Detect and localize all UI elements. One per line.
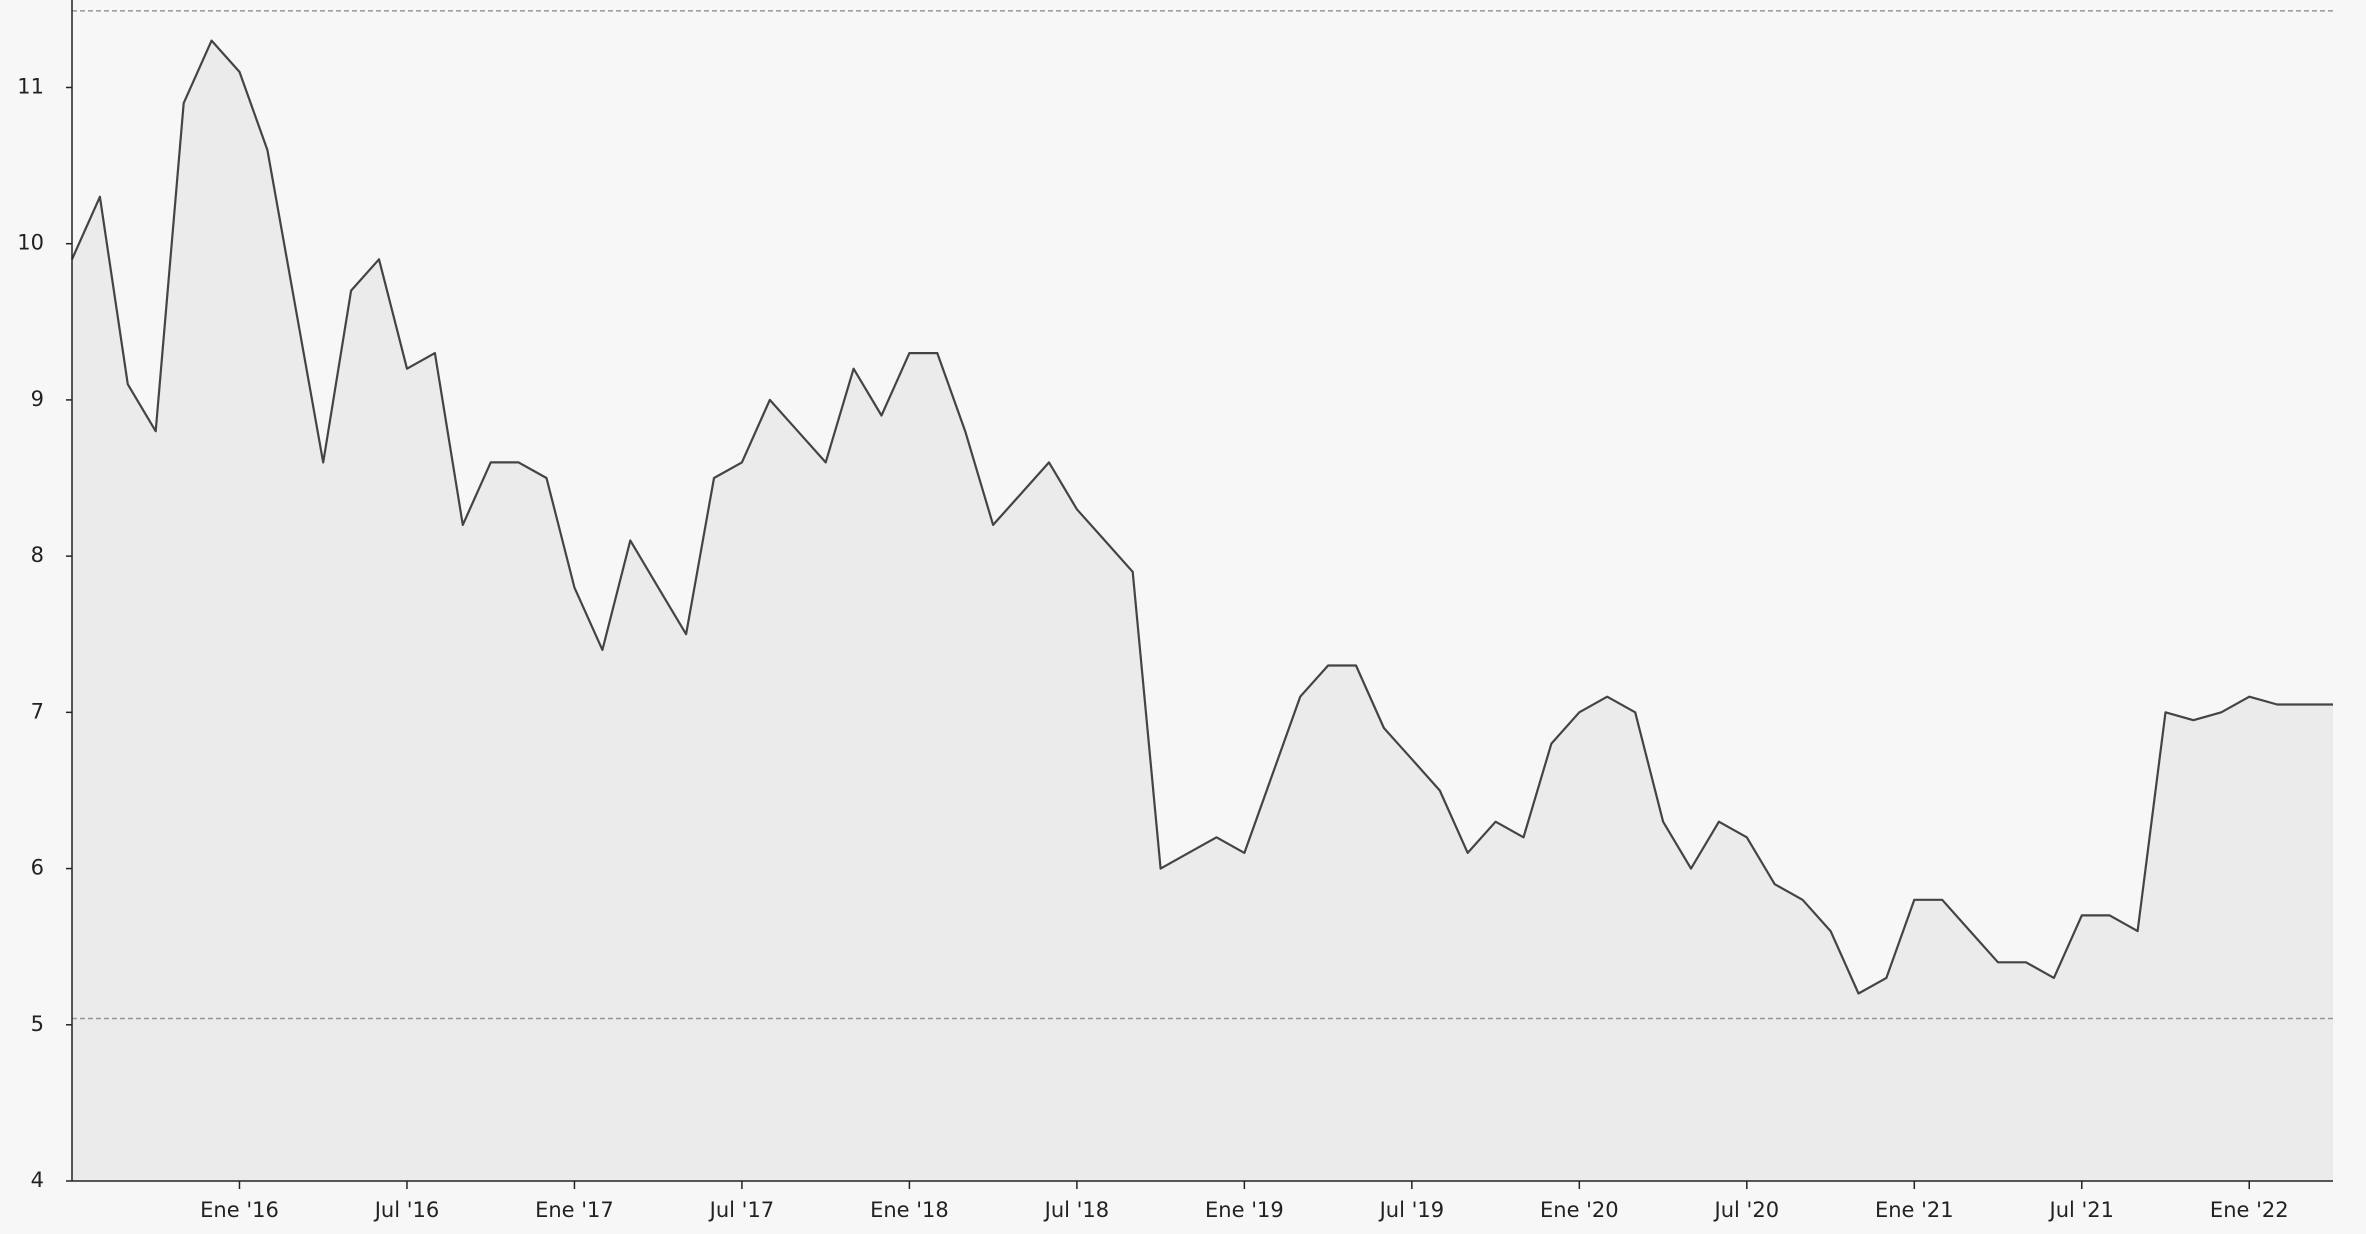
x-tick-label: Ene '18 [870, 1198, 949, 1222]
x-tick-label: Jul '18 [1043, 1198, 1110, 1222]
x-tick-label: Jul '19 [1378, 1198, 1445, 1222]
price-line [70, 39, 2333, 995]
y-tick-label: 5 [31, 1012, 44, 1036]
x-tick-label: Jul '16 [373, 1198, 440, 1222]
x-tick-label: Jul '21 [2048, 1198, 2115, 1222]
y-tick-label: 8 [31, 543, 44, 567]
area [72, 40, 2333, 1182]
y-tick-label: 7 [31, 699, 44, 723]
x-tick-label: Ene '20 [1540, 1198, 1619, 1222]
y-tick-label: 9 [31, 387, 44, 411]
x-tick-label: Ene '21 [1875, 1198, 1954, 1222]
y-tick-label: 6 [31, 856, 44, 880]
x-tick-label: Ene '16 [200, 1198, 279, 1222]
y-tick-label: 4 [31, 1168, 44, 1192]
x-tick-label: Ene '22 [2210, 1198, 2289, 1222]
x-tick-label: Jul '17 [708, 1198, 775, 1222]
x-tick-label: Jul '20 [1713, 1198, 1780, 1222]
y-tick-label: 10 [17, 231, 44, 255]
x-tick-label: Ene '19 [1205, 1198, 1284, 1222]
x-tick-label: Ene '17 [535, 1198, 614, 1222]
y-tick-label: 11 [17, 74, 44, 98]
